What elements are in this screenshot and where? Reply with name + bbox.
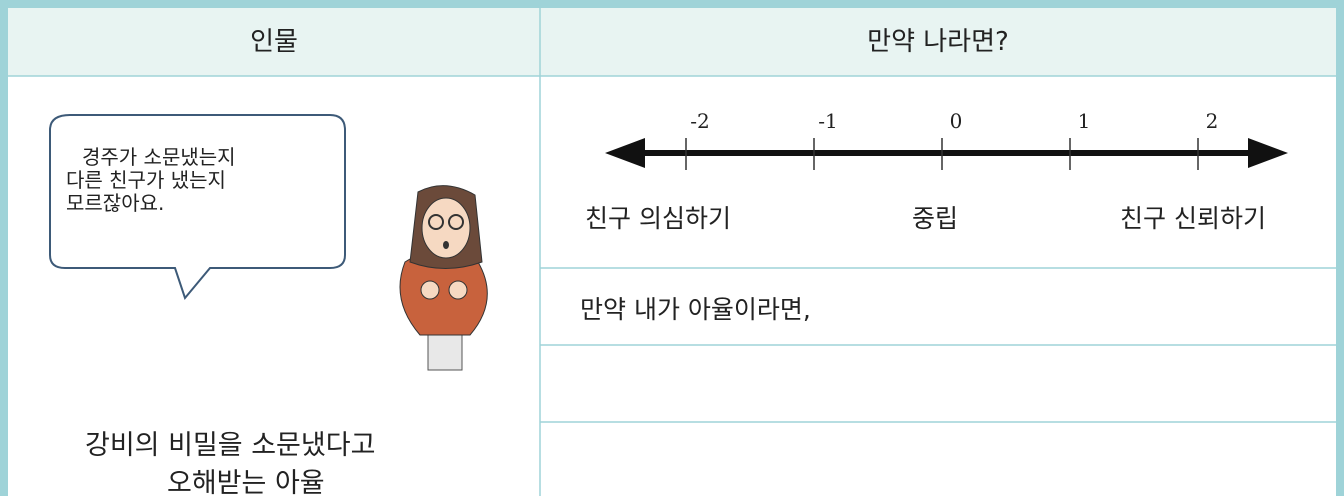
speech-bubble [49,114,346,301]
scale-tick-label: 0 [950,109,963,133]
arrow-right [1248,138,1288,168]
scale-label-middle: 중립 [912,204,959,233]
speech-line: 다른 친구가 냈는지 [66,168,226,192]
caption-line: 강비의 비밀을 소문냈다고 [85,430,376,461]
scale-tick-label: -1 [818,109,837,133]
scale-tick-label: -2 [690,109,709,133]
header-right: 만약 나라면? [867,27,1009,57]
character-illustration [399,185,488,371]
header-left: 인물 [250,27,298,57]
number-line: -2 -1 0 1 2 [605,109,1288,170]
scale-tick-label: 2 [1206,109,1219,133]
arrow-left [605,138,645,168]
caption-line: 오해받는 아율 [167,468,325,496]
scale-label-left: 친구 의심하기 [585,204,731,233]
speech-line: 모르잖아요. [66,191,165,215]
writing-prompt: 만약 내가 아율이라면, [580,295,811,324]
speech-line: 경주가 소문냈는지 [82,145,236,169]
header-bg [8,8,1336,76]
speech-text: 경주가 소문냈는지 다른 친구가 냈는지 모르잖아요. [66,146,236,215]
scale-label-right: 친구 신뢰하기 [1120,204,1266,233]
scale-tick-label: 1 [1078,109,1091,133]
